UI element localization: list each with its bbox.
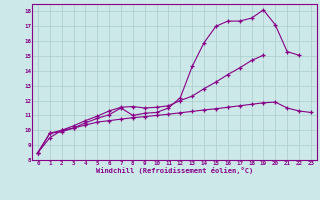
X-axis label: Windchill (Refroidissement éolien,°C): Windchill (Refroidissement éolien,°C) xyxy=(96,167,253,174)
